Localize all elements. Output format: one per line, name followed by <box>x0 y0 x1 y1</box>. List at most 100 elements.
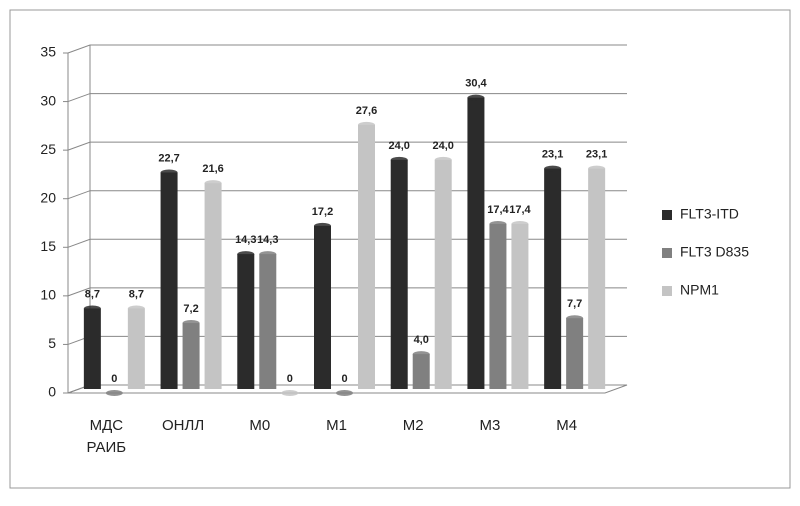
bar-body <box>160 172 178 389</box>
bar-body <box>259 254 277 389</box>
bar <box>204 180 222 389</box>
x-tick-label: М0 <box>249 417 271 434</box>
bar-body <box>358 124 375 389</box>
bar-top <box>358 121 375 128</box>
bar-body <box>434 159 452 389</box>
legend-label: FLT3-ITD <box>680 206 739 222</box>
value-label: 17,4 <box>509 204 531 216</box>
bar <box>105 390 123 396</box>
bar-body <box>544 168 562 389</box>
bar <box>434 156 452 389</box>
bar-top <box>237 251 255 258</box>
bar <box>358 121 375 389</box>
value-label: 17,4 <box>487 204 509 216</box>
value-label: 24,0 <box>433 140 454 152</box>
grid-line <box>67 141 627 151</box>
x-tick-label: МДС РАИБ <box>86 417 127 456</box>
bar <box>314 222 331 389</box>
value-label: 8,7 <box>85 288 100 300</box>
bar-top <box>412 351 430 358</box>
bar-top <box>511 220 529 227</box>
bar-top <box>182 320 200 327</box>
bar <box>160 169 178 389</box>
bar-body <box>390 159 408 389</box>
bar-body <box>182 323 200 389</box>
bar-top <box>434 156 452 163</box>
bar-body <box>127 308 145 389</box>
x-tick-label: М4 <box>556 417 578 434</box>
y-tick-label: 30 <box>40 92 56 108</box>
bar-body <box>237 254 255 389</box>
value-label: 4,0 <box>414 334 429 346</box>
bar <box>237 251 255 389</box>
value-label: 23,1 <box>586 149 607 161</box>
legend-label: NPM1 <box>680 282 719 298</box>
bar-top <box>204 180 222 187</box>
x-tick-label: М2 <box>402 417 424 434</box>
bar-top <box>566 315 584 322</box>
bar-body <box>511 223 529 389</box>
value-label: 27,6 <box>356 105 377 117</box>
legend-swatch <box>662 210 672 220</box>
bar-top <box>281 390 299 396</box>
bar-body <box>412 354 430 389</box>
value-label: 7,2 <box>183 303 198 315</box>
bar <box>182 320 200 389</box>
bar-top <box>588 165 606 172</box>
bar-body <box>467 97 485 389</box>
value-label: 17,2 <box>312 206 333 218</box>
value-label: 14,3 <box>235 234 256 246</box>
x-tick-label: М1 <box>326 417 347 434</box>
bar-body <box>588 168 606 389</box>
bar-top <box>314 222 331 229</box>
bar-top <box>544 165 562 172</box>
bar-top <box>83 305 101 312</box>
bar-body <box>566 318 584 389</box>
bar-top <box>489 220 507 227</box>
y-tick-label: 20 <box>40 189 56 205</box>
value-label: 8,7 <box>129 288 144 300</box>
bar <box>127 305 145 389</box>
bar-body <box>83 308 101 389</box>
bar <box>281 390 299 396</box>
legend-swatch <box>662 286 672 296</box>
y-tick-label: 5 <box>48 335 56 351</box>
y-tick-label: 35 <box>40 44 56 60</box>
x-tick-label: ОНЛЛ <box>161 417 205 434</box>
y-tick-label: 10 <box>40 287 56 303</box>
bar <box>467 94 485 389</box>
bar-body <box>204 183 222 389</box>
bar <box>390 156 408 389</box>
bar-top <box>127 305 145 312</box>
x-tick-label: М3 <box>479 417 501 434</box>
bar-top <box>467 94 485 101</box>
value-label: 22,7 <box>158 152 179 164</box>
y-tick-label: 15 <box>40 238 56 254</box>
bar-top <box>160 169 178 176</box>
value-label: 30,4 <box>465 78 487 90</box>
bar <box>489 220 507 389</box>
value-label: 24,0 <box>389 140 410 152</box>
y-tick-label: 25 <box>40 141 56 157</box>
legend-label: FLT3 D835 <box>680 244 749 260</box>
bar <box>259 251 277 389</box>
bar-top <box>336 390 353 396</box>
bar <box>544 165 562 389</box>
value-label: 7,7 <box>567 298 582 310</box>
value-label: 14,3 <box>257 234 278 246</box>
bar-top <box>390 156 408 163</box>
y-tick-label: 0 <box>48 384 56 400</box>
bar-body <box>489 223 507 389</box>
value-label: 23,1 <box>542 149 563 161</box>
bar <box>336 390 353 396</box>
bar-top <box>259 251 277 258</box>
bar <box>412 351 430 389</box>
bar <box>566 315 584 389</box>
bar-top <box>105 390 123 396</box>
value-label: 0 <box>111 373 117 385</box>
grid-line <box>67 93 627 103</box>
bar <box>83 305 101 389</box>
bar-body <box>314 225 331 389</box>
